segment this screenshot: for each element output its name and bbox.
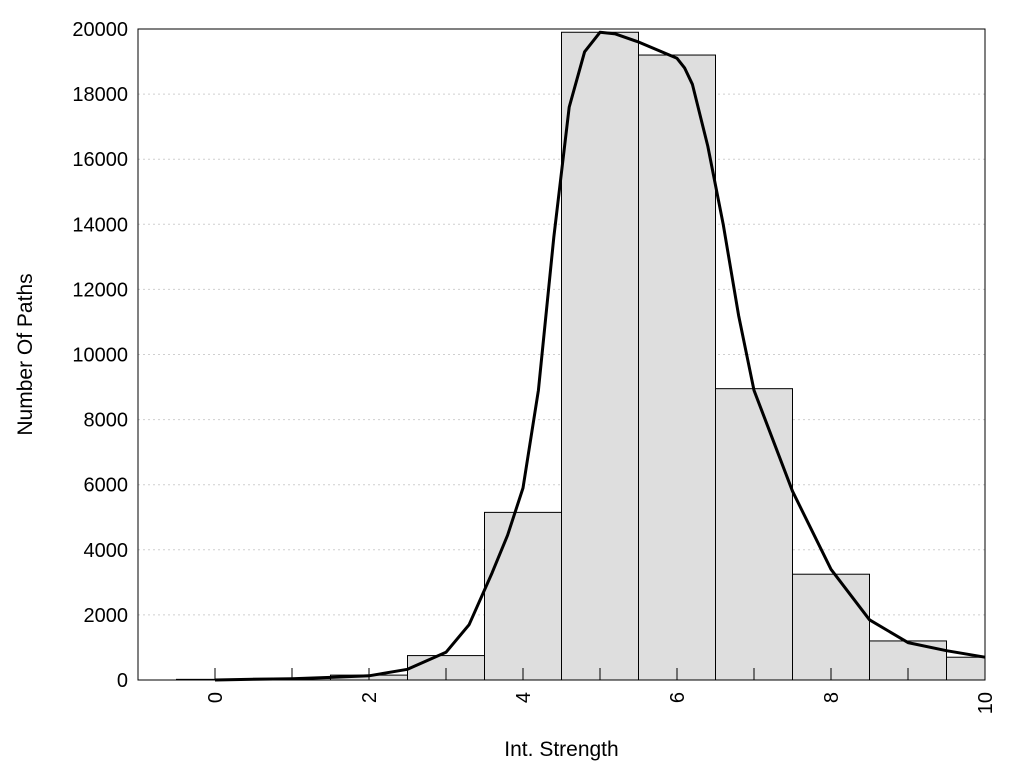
y-tick-labels: 0 2000 4000 6000 8000 10000 12000 14000 16000 180… xyxy=(72,19,128,692)
histogram-bar xyxy=(946,656,986,681)
y-tick-label: 20000 xyxy=(72,19,128,41)
y-tick-label: 0 xyxy=(117,670,128,692)
fit-curve-line xyxy=(214,30,986,682)
line-series xyxy=(214,30,986,682)
bar-series xyxy=(176,31,986,681)
y-tick-label: 10000 xyxy=(72,345,128,367)
plot-frame xyxy=(137,28,986,681)
histogram-bar xyxy=(715,388,793,681)
y-tick-label: 2000 xyxy=(84,605,129,627)
y-tick-label: 12000 xyxy=(72,279,128,301)
x-tick-label: 2 xyxy=(359,692,381,703)
grid xyxy=(138,93,985,616)
histogram-bar xyxy=(561,31,639,681)
x-tick-labels: 0 2 4 6 8 10 xyxy=(205,692,997,714)
x-tick-label: 4 xyxy=(513,692,535,703)
y-tick-label: 6000 xyxy=(84,475,129,497)
histogram-bar xyxy=(792,573,870,681)
y-axis-label: Number Of Paths xyxy=(14,273,37,435)
histogram-bar xyxy=(484,511,562,681)
x-tick-label: 0 xyxy=(205,692,227,703)
histogram-bar xyxy=(638,54,716,681)
y-tick-label: 14000 xyxy=(72,214,128,236)
x-tick-label: 10 xyxy=(975,692,997,714)
x-axis-label: Int. Strength xyxy=(504,738,618,761)
y-tick-label: 8000 xyxy=(84,410,129,432)
y-tick-label: 18000 xyxy=(72,84,128,106)
y-tick-label: 16000 xyxy=(72,149,128,171)
x-tick-label: 8 xyxy=(821,692,843,703)
y-tick-label: 4000 xyxy=(84,540,129,562)
x-tick-label: 6 xyxy=(667,692,689,703)
